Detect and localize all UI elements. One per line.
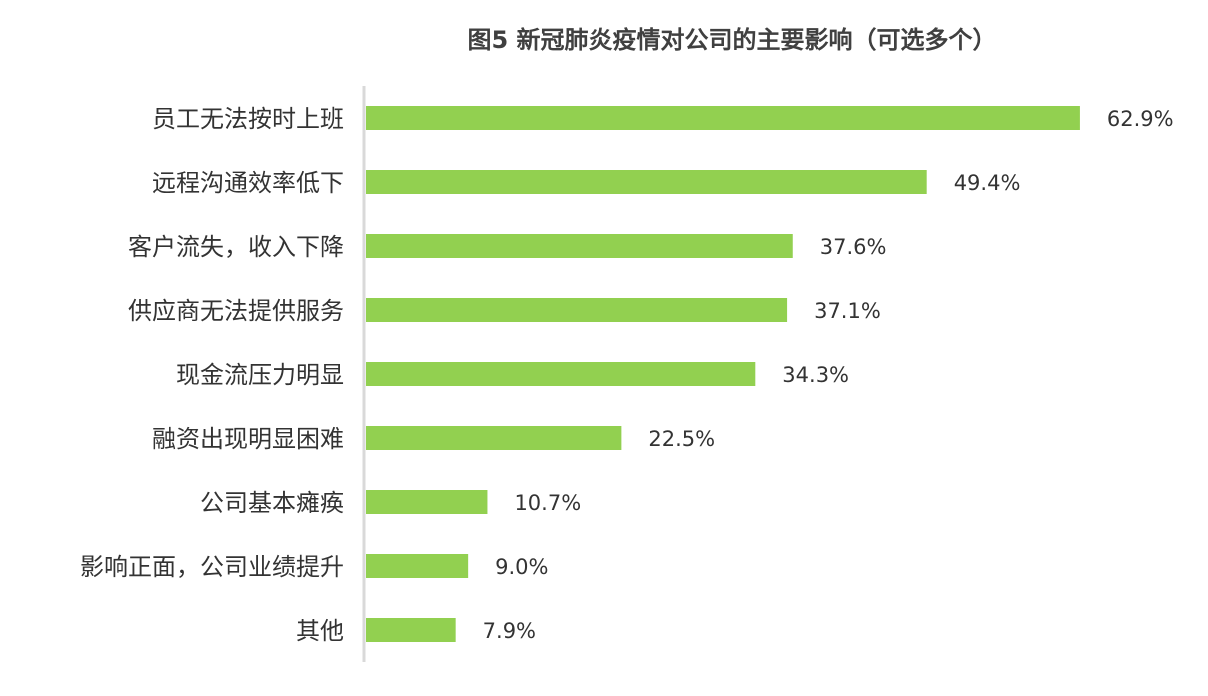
bar-3 (366, 298, 788, 322)
value-label-2: 37.6% (820, 235, 887, 259)
category-label-3: 供应商无法提供服务 (128, 297, 344, 325)
category-label-1: 远程沟通效率低下 (152, 169, 344, 197)
bar-6 (366, 490, 488, 514)
value-labels: 62.9% 49.4% 37.6% 37.1% 34.3% 22.5% 10.7% 9.0% 7… (483, 107, 1174, 643)
category-labels: 员工无法按时上班远程沟通效率低下客户流失，收入下降供应商无法提供服务现金流压力明… (80, 105, 344, 645)
value-label-0: 62.9% (1107, 107, 1174, 131)
category-label-4: 现金流压力明显 (176, 361, 344, 389)
category-label-8: 其他 (296, 617, 344, 645)
bar-2 (366, 234, 793, 258)
value-label-7: 9.0% (495, 555, 548, 579)
value-label-3: 37.1% (814, 299, 881, 323)
value-label-5: 22.5% (648, 427, 715, 451)
bar-4 (366, 362, 756, 386)
value-label-6: 10.7% (514, 491, 581, 515)
bar-5 (366, 426, 622, 450)
category-label-6: 公司基本瘫痪 (200, 489, 344, 517)
bars-layer (366, 106, 1080, 642)
bar-8 (366, 618, 456, 642)
bar-0 (366, 106, 1080, 130)
category-label-2: 客户流失，收入下降 (128, 233, 344, 261)
bar-1 (366, 170, 927, 194)
value-label-1: 49.4% (954, 171, 1021, 195)
value-label-4: 34.3% (782, 363, 849, 387)
category-label-0: 员工无法按时上班 (152, 105, 344, 133)
category-label-7: 影响正面，公司业绩提升 (80, 553, 344, 581)
chart-title: 图5 新冠肺炎疫情对公司的主要影响（可选多个） (467, 26, 996, 54)
category-label-5: 融资出现明显困难 (152, 425, 344, 453)
value-label-8: 7.9% (483, 619, 536, 643)
bar-7 (366, 554, 469, 578)
